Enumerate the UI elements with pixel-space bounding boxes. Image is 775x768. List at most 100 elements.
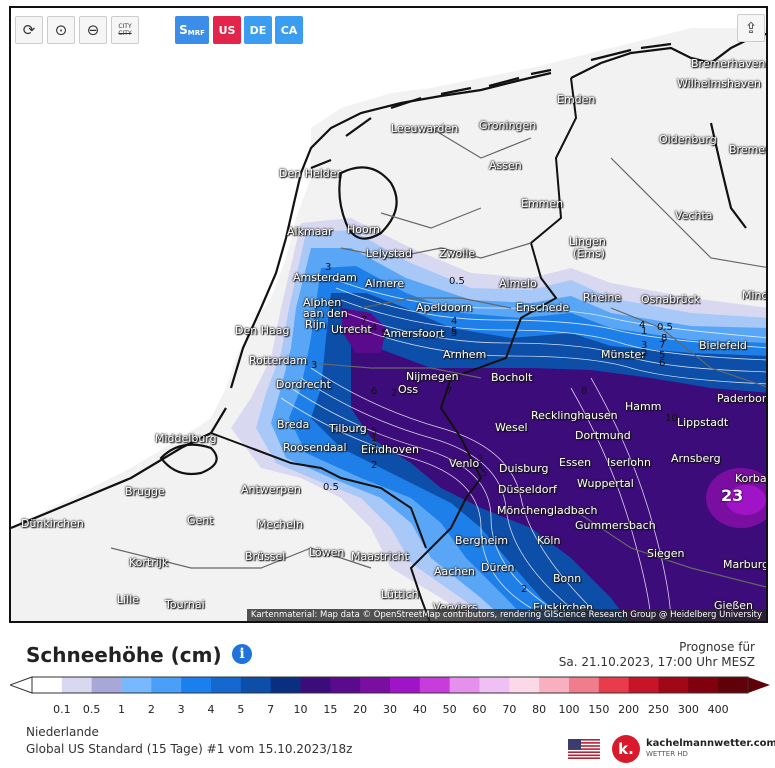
scale-tick-label: 20: [353, 703, 368, 716]
scale-swatch: [360, 677, 391, 693]
brand-name[interactable]: kachelmannwetter.com: [646, 738, 775, 749]
city-label-maastricht: Maastricht: [351, 550, 409, 563]
reload-button[interactable]: ⟳: [15, 16, 43, 44]
contour-label: 3: [371, 443, 378, 454]
location-button[interactable]: ⊙: [47, 16, 75, 44]
city-label-arnhem: Arnhem: [443, 348, 487, 361]
city-label-bremen: Bremen: [729, 143, 768, 156]
city-label-moenchengladbach: Mönchengladbach: [497, 504, 598, 517]
scale-swatch: [419, 677, 451, 693]
contour-label: 10: [665, 413, 678, 424]
forecast-label: Prognose für: [679, 640, 755, 654]
city-label-groningen: Groningen: [479, 119, 537, 132]
city-label-iserlohn: Iserlohn: [607, 456, 651, 469]
city-label-lingen: Lingen: [569, 235, 606, 248]
contour-label: 8: [661, 333, 668, 344]
contour-label: 5: [371, 426, 378, 437]
city-label-assen: Assen: [489, 159, 522, 172]
city-label-lelystad: Lelystad: [366, 247, 413, 260]
smrf-sub-label: MRF: [187, 29, 205, 37]
city-label-rheine: Rheine: [583, 291, 622, 304]
kachelmann-logo[interactable]: k.: [612, 735, 640, 763]
contour-label: 0.5: [449, 276, 465, 287]
region-label: Niederlande: [26, 725, 99, 739]
scale-tick-label: 4: [207, 703, 215, 716]
city-label-denhelder: Den Helder: [279, 167, 342, 180]
share-button[interactable]: ⇪: [737, 14, 765, 42]
scale-arrow-right: [748, 677, 770, 693]
contour-label: 4: [451, 316, 458, 327]
scale-swatch: [330, 677, 361, 693]
contour-label: 7: [659, 340, 666, 351]
contour-label: 5: [481, 468, 488, 479]
city-label-strike: CITY: [118, 30, 132, 37]
city-label-antwerpen: Antwerpen: [241, 483, 301, 496]
city-label-korbach: Korbac: [735, 472, 767, 485]
city-label-lippstadt: Lippstadt: [677, 416, 729, 429]
zoom-button[interactable]: ⊖: [79, 16, 107, 44]
scale-tick-label: 80: [532, 703, 547, 716]
city-label-bocholt: Bocholt: [491, 371, 533, 384]
contour-label: 2: [391, 388, 398, 399]
city-label-zwolle: Zwolle: [439, 247, 476, 260]
scale-tick-label: 7: [267, 703, 275, 716]
scale-swatch: [479, 677, 510, 693]
city-label-hoorn: Hoorn: [347, 223, 381, 236]
city-label-dordrecht: Dordrecht: [276, 378, 331, 391]
us-label: US: [218, 23, 236, 37]
city-label-osnabrueck: Osnabrück: [641, 293, 700, 306]
city-label-roosendaal: Roosendaal: [283, 441, 347, 454]
map-attribution: Kartenmaterial: Map data © OpenStreetMap…: [246, 609, 766, 621]
scale-arrow-left: [10, 676, 33, 694]
city-label-bruessel: Brüssel: [245, 550, 286, 563]
city-label-bielefeld: Bielefeld: [699, 339, 747, 352]
city-label-venlo: Venlo: [449, 457, 480, 470]
city-label-wilhelmshaven: Wilhelmshaven: [677, 77, 761, 90]
city-label-bergheim: Bergheim: [455, 534, 509, 547]
city-toggle-button[interactable]: CITY CITY: [111, 16, 139, 44]
snow-depth-map[interactable]: ⟳ ⊙ ⊖ CITY CITY S MRF US DE CA ⇪ Bremerha…: [9, 6, 768, 623]
scale-tick-label: 300: [677, 703, 699, 716]
contour-label: 5: [451, 328, 458, 339]
scale-tick-label: 2: [147, 703, 155, 716]
info-icon[interactable]: i: [232, 644, 252, 664]
city-label-almelo: Almelo: [499, 277, 537, 290]
city-label-alphen3: Rijn: [305, 318, 326, 331]
scale-swatch: [598, 677, 630, 693]
city-label-giessen: Gießen: [714, 599, 754, 612]
reload-icon: ⟳: [22, 21, 36, 39]
city-label-duesseldorf: Düsseldorf: [498, 483, 557, 496]
location-marker-icon: ⊙: [54, 21, 68, 39]
forecast-time: Sa. 21.10.2023, 17:00 Uhr MESZ: [558, 655, 755, 669]
contour-label: 7: [446, 386, 453, 397]
contour-label: 5: [381, 328, 388, 339]
model-button-smrf[interactable]: S MRF: [175, 16, 209, 44]
city-label-emden: Emden: [557, 93, 596, 106]
contour-label: 4: [371, 323, 378, 334]
smrf-label: S: [179, 23, 188, 37]
scale-swatch: [181, 677, 212, 693]
scale-tick-label: 15: [323, 703, 338, 716]
city-label-gummersbach: Gummersbach: [575, 519, 656, 532]
model-button-ca[interactable]: CA: [275, 16, 303, 44]
scale-swatch: [539, 677, 570, 693]
scale-tick-label: 40: [412, 703, 427, 716]
city-label-lille: Lille: [117, 593, 140, 606]
city-label-marburg: Marburg: [723, 558, 768, 571]
city-label-alphen1: Alphen: [303, 296, 342, 309]
city-label-wuppertal: Wuppertal: [577, 477, 634, 490]
city-label: CITY: [118, 23, 132, 30]
city-label-minden: Mind: [742, 289, 768, 302]
scale-swatch: [628, 677, 659, 693]
model-button-de[interactable]: DE: [244, 16, 272, 44]
city-label-tournai: Tournai: [165, 598, 205, 611]
contour-label: 4: [477, 462, 484, 473]
city-label-mecheln: Mecheln: [257, 518, 304, 531]
city-label-utrecht: Utrecht: [331, 323, 372, 336]
scale-tick-label: 10: [293, 703, 308, 716]
city-label-amersfoort: Amersfoort: [383, 327, 445, 340]
contour-label: 5: [451, 326, 458, 337]
city-label-siegen: Siegen: [647, 547, 685, 560]
scale-tick-label: 200: [618, 703, 640, 716]
model-button-us[interactable]: US: [213, 16, 241, 44]
